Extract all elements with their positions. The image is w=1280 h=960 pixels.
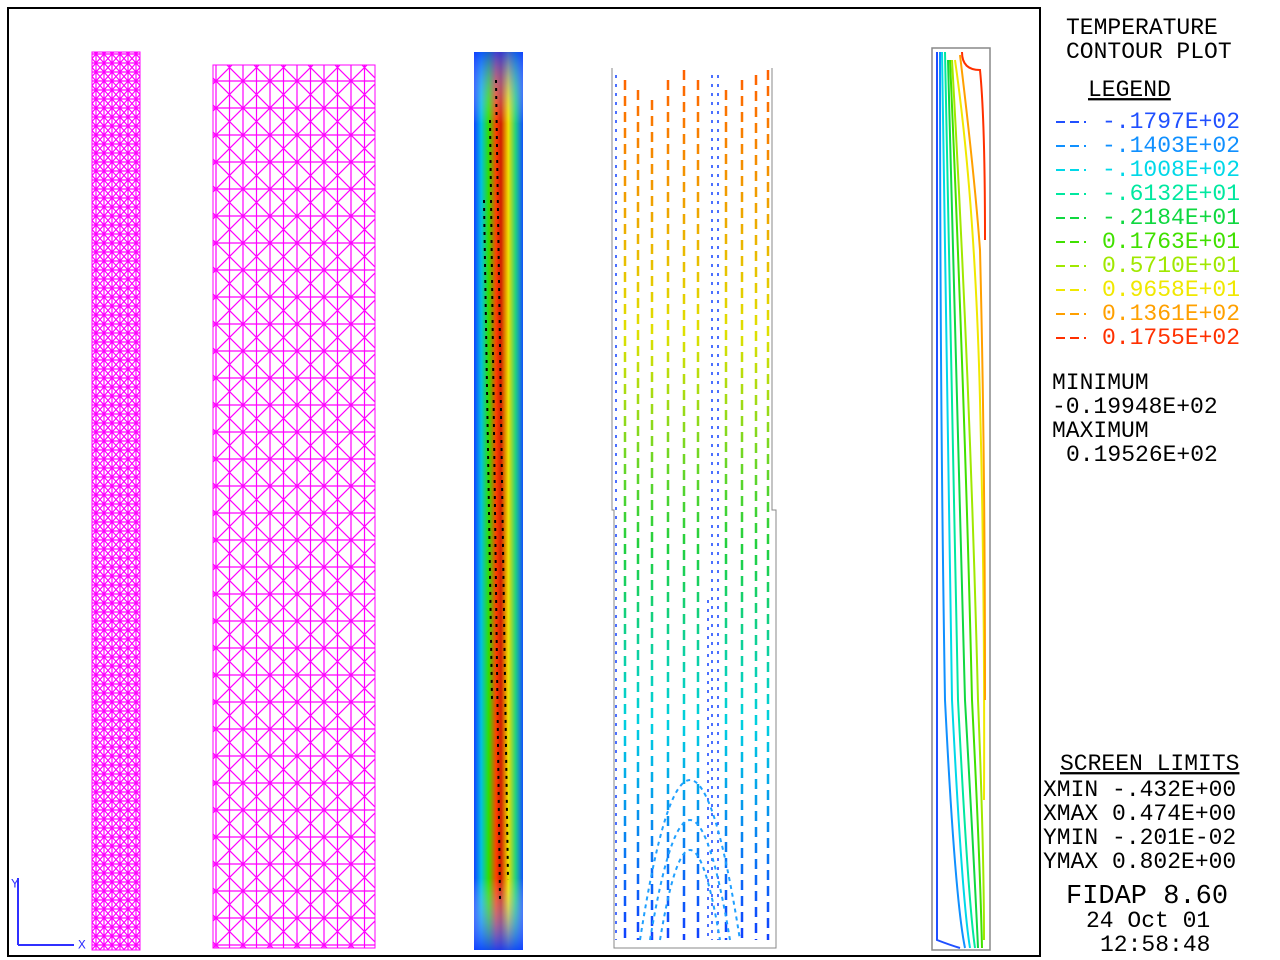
screen-limits-heading: SCREEN LIMITS	[1060, 751, 1239, 777]
run-date: 24 Oct 01	[1086, 908, 1210, 934]
minimum-label: MINIMUM	[1052, 370, 1149, 396]
axis-y-label: Y	[11, 876, 19, 891]
legend-label: 0.5710E+01	[1102, 253, 1240, 279]
legend-label: 0.1755E+02	[1102, 325, 1240, 351]
screen-limit: XMAX 0.474E+00	[1043, 801, 1236, 827]
minimum-value: -0.19948E+02	[1052, 394, 1218, 420]
coarse-mesh	[212, 64, 376, 949]
title-line: TEMPERATURE	[1066, 15, 1218, 41]
legend-label: -.1008E+02	[1102, 157, 1240, 183]
legend-label: -.2184E+01	[1102, 205, 1240, 231]
run-time: 12:58:48	[1100, 932, 1210, 958]
legend-label: 0.1763E+01	[1102, 229, 1240, 255]
title-line: CONTOUR PLOT	[1066, 39, 1232, 65]
axis-x-label: X	[78, 937, 86, 952]
legend-label: -.1403E+02	[1102, 133, 1240, 159]
legend-heading: LEGEND	[1088, 77, 1171, 103]
maximum-value: 0.19526E+02	[1066, 442, 1218, 468]
program-version: FIDAP 8.60	[1066, 882, 1228, 912]
screen-limit: XMIN -.432E+00	[1043, 777, 1236, 803]
contour-fill	[474, 52, 523, 950]
legend-label: 0.1361E+02	[1102, 301, 1240, 327]
vector-plot	[611, 68, 777, 949]
fine-mesh	[91, 51, 141, 951]
screen-limit: YMIN -.201E-02	[1043, 825, 1236, 851]
plot-frame	[7, 7, 1041, 957]
contour-lines	[931, 47, 991, 951]
legend-label: -.1797E+02	[1102, 109, 1240, 135]
legend: -.1797E+02-.1403E+02-.1008E+02-.6132E+01…	[1056, 109, 1240, 351]
maximum-label: MAXIMUM	[1052, 418, 1149, 444]
legend-label: -.6132E+01	[1102, 181, 1240, 207]
axis-triad	[17, 878, 74, 946]
screen-limit: YMAX 0.802E+00	[1043, 849, 1236, 875]
legend-label: 0.9658E+01	[1102, 277, 1240, 303]
